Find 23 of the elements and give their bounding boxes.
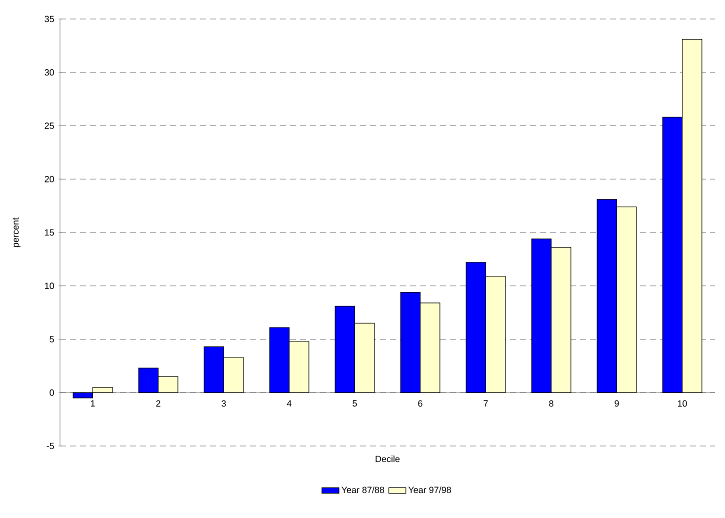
- legend-label: Year 97/98: [408, 486, 451, 494]
- x-tick-label: 6: [418, 400, 422, 407]
- x-tick-label: 1: [90, 400, 95, 406]
- y-tick-label: 35: [44, 16, 54, 22]
- y-tick-label: 15: [45, 229, 54, 236]
- y-axis-title: percent: [12, 218, 20, 247]
- y-tick-label: 25: [44, 122, 54, 129]
- x-tick-label: 5: [352, 400, 357, 407]
- y-tick-label: -5: [46, 442, 54, 450]
- y-tick-label: 20: [44, 176, 54, 182]
- y-tick-label: 30: [44, 69, 54, 76]
- x-tick-label: 9: [614, 400, 619, 407]
- x-tick-label: 3: [222, 400, 226, 407]
- x-tick-label: 8: [549, 400, 554, 407]
- x-tick-label: 10: [678, 400, 687, 407]
- y-tick-label: 10: [45, 282, 54, 290]
- x-tick-label: 2: [156, 400, 160, 407]
- x-tick-label: 7: [484, 400, 488, 406]
- legend-label: Year 87/88: [342, 486, 384, 494]
- x-tick-label: 4: [286, 400, 292, 406]
- x-axis-title: Decile: [376, 456, 400, 462]
- y-tick-label: 5: [50, 336, 54, 342]
- y-tick-label: 0: [50, 389, 54, 396]
